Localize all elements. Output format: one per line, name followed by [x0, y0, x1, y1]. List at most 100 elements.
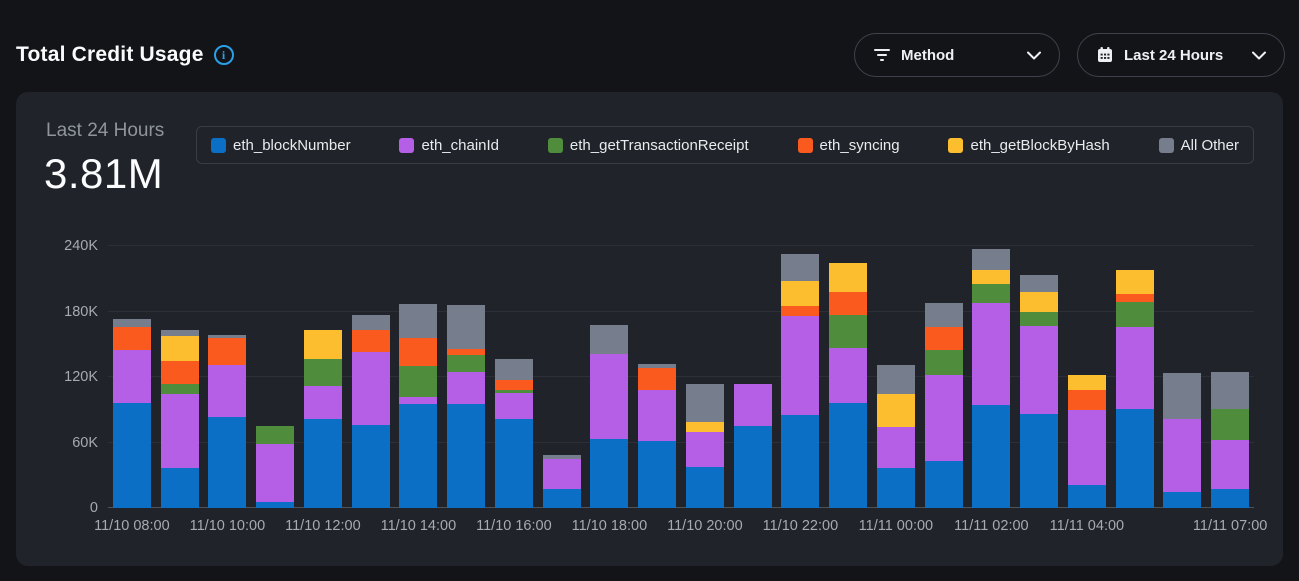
bar-segment[interactable] — [781, 280, 820, 307]
bar-slot[interactable] — [442, 246, 490, 508]
legend-item[interactable]: eth_syncing — [797, 137, 900, 154]
bar-slot[interactable] — [395, 246, 443, 508]
bar-segment[interactable] — [351, 330, 390, 353]
bar-segment[interactable] — [351, 352, 390, 426]
bar-segment[interactable] — [1020, 414, 1059, 508]
bar-segment[interactable] — [1211, 408, 1250, 441]
bar-slot[interactable] — [824, 246, 872, 508]
bar-segment[interactable] — [590, 324, 629, 354]
bar-slot[interactable] — [347, 246, 395, 508]
bar-segment[interactable] — [1211, 372, 1250, 409]
bar-segment[interactable] — [494, 380, 533, 391]
time-range-dropdown[interactable]: Last 24 Hours — [1077, 33, 1285, 77]
bar-segment[interactable] — [447, 371, 486, 404]
bar-slot[interactable] — [251, 246, 299, 508]
bar-segment[interactable] — [494, 390, 533, 393]
bar-segment[interactable] — [924, 327, 963, 351]
bar-segment[interactable] — [638, 390, 677, 441]
bar-segment[interactable] — [542, 455, 581, 459]
bar-segment[interactable] — [1020, 326, 1059, 415]
bar-slot[interactable] — [920, 246, 968, 508]
bar-segment[interactable] — [399, 404, 438, 508]
bar-segment[interactable] — [685, 432, 724, 467]
bar-slot[interactable] — [1159, 246, 1207, 508]
bar-slot[interactable] — [872, 246, 920, 508]
bar-segment[interactable] — [542, 488, 581, 508]
bar-slot[interactable] — [156, 246, 204, 508]
bar-segment[interactable] — [256, 426, 295, 445]
bar-segment[interactable] — [112, 349, 151, 403]
bar-segment[interactable] — [399, 303, 438, 339]
bar-segment[interactable] — [1115, 270, 1154, 295]
bar-segment[interactable] — [1020, 275, 1059, 292]
bar-slot[interactable] — [968, 246, 1016, 508]
bar-segment[interactable] — [972, 404, 1011, 508]
bar-slot[interactable] — [490, 246, 538, 508]
legend-item[interactable]: eth_chainId — [399, 137, 499, 154]
bar-slot[interactable] — [681, 246, 729, 508]
bar-segment[interactable] — [1115, 327, 1154, 409]
bar-segment[interactable] — [829, 315, 868, 348]
bar-segment[interactable] — [685, 466, 724, 508]
bar-segment[interactable] — [208, 335, 247, 338]
bar-segment[interactable] — [399, 338, 438, 366]
legend-item[interactable]: eth_getTransactionReceipt — [547, 137, 749, 154]
bar-segment[interactable] — [447, 355, 486, 372]
bar-slot[interactable] — [633, 246, 681, 508]
bar-segment[interactable] — [685, 422, 724, 433]
bar-slot[interactable] — [729, 246, 777, 508]
bar-segment[interactable] — [1211, 488, 1250, 508]
info-icon[interactable]: i — [213, 45, 234, 65]
bar-segment[interactable] — [1115, 408, 1154, 508]
bar-segment[interactable] — [733, 426, 772, 508]
bar-segment[interactable] — [447, 403, 486, 508]
bar-slot[interactable] — [1111, 246, 1159, 508]
bar-segment[interactable] — [1163, 418, 1202, 492]
bar-segment[interactable] — [1163, 491, 1202, 508]
bar-segment[interactable] — [1067, 375, 1106, 390]
bar-segment[interactable] — [876, 365, 915, 394]
bar-segment[interactable] — [638, 363, 677, 368]
bar-segment[interactable] — [972, 269, 1011, 284]
bar-segment[interactable] — [160, 393, 199, 468]
bar-segment[interactable] — [781, 253, 820, 281]
bar-segment[interactable] — [924, 460, 963, 508]
bar-segment[interactable] — [399, 396, 438, 405]
bar-segment[interactable] — [160, 330, 199, 337]
bar-segment[interactable] — [303, 419, 342, 508]
bar-segment[interactable] — [1115, 302, 1154, 328]
legend-item[interactable]: All Other — [1158, 137, 1239, 154]
bar-segment[interactable] — [351, 315, 390, 331]
bar-slot[interactable] — [538, 246, 586, 508]
bar-slot[interactable] — [204, 246, 252, 508]
bar-segment[interactable] — [924, 350, 963, 376]
bar-segment[interactable] — [1211, 440, 1250, 489]
bar-segment[interactable] — [876, 393, 915, 427]
bar-segment[interactable] — [542, 458, 581, 489]
bar-segment[interactable] — [876, 427, 915, 468]
bar-segment[interactable] — [447, 348, 486, 356]
bar-segment[interactable] — [303, 358, 342, 386]
bar-segment[interactable] — [781, 306, 820, 317]
bar-segment[interactable] — [924, 303, 963, 328]
bar-slot[interactable] — [1015, 246, 1063, 508]
bar-segment[interactable] — [112, 319, 151, 328]
bar-segment[interactable] — [112, 402, 151, 508]
bar-segment[interactable] — [685, 383, 724, 423]
bar-segment[interactable] — [208, 337, 247, 366]
bar-segment[interactable] — [638, 367, 677, 391]
bar-segment[interactable] — [494, 419, 533, 508]
bar-slot[interactable] — [586, 246, 634, 508]
bar-segment[interactable] — [972, 283, 1011, 303]
bar-segment[interactable] — [303, 385, 342, 420]
bar-segment[interactable] — [733, 384, 772, 427]
bar-segment[interactable] — [1020, 291, 1059, 312]
bar-segment[interactable] — [494, 358, 533, 381]
method-filter-dropdown[interactable]: Method — [854, 33, 1060, 77]
bar-segment[interactable] — [876, 467, 915, 508]
legend-item[interactable]: eth_blockNumber — [211, 137, 351, 154]
bar-segment[interactable] — [1115, 294, 1154, 303]
bar-segment[interactable] — [303, 329, 342, 359]
bar-segment[interactable] — [399, 365, 438, 397]
bar-segment[interactable] — [160, 336, 199, 362]
